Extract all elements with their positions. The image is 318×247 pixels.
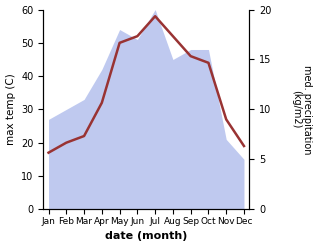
X-axis label: date (month): date (month) [105, 231, 187, 242]
Y-axis label: max temp (C): max temp (C) [5, 74, 16, 145]
Y-axis label: med. precipitation
(kg/m2): med. precipitation (kg/m2) [291, 65, 313, 154]
